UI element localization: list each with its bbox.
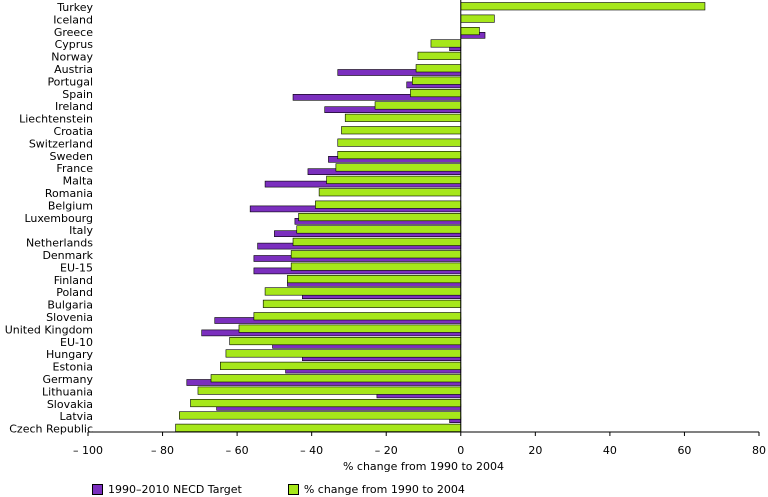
category-label: Denmark bbox=[42, 249, 93, 262]
legend-swatch-change bbox=[287, 483, 299, 495]
category-label: Finland bbox=[54, 274, 93, 287]
category-label: United Kingdom bbox=[5, 323, 93, 336]
bar-change-2 bbox=[460, 26, 480, 36]
x-tick-label: 60 bbox=[677, 444, 691, 457]
category-label: Luxembourg bbox=[24, 212, 93, 225]
bar-change-29 bbox=[220, 361, 462, 370]
x-tick-label: – 40 bbox=[300, 444, 323, 457]
category-label: Greece bbox=[54, 26, 93, 39]
category-label: Croatia bbox=[53, 125, 93, 138]
category-label: Norway bbox=[51, 51, 93, 64]
x-tick-label: 40 bbox=[603, 444, 617, 457]
x-axis-title: % change from 1990 to 2004 bbox=[343, 460, 504, 473]
category-label: Slovenia bbox=[46, 311, 93, 324]
category-label: EU-10 bbox=[60, 336, 93, 349]
x-tick-label: – 60 bbox=[226, 444, 249, 457]
category-label: Sweden bbox=[50, 150, 93, 163]
category-label: Latvia bbox=[60, 410, 94, 423]
category-label: Romania bbox=[45, 187, 93, 200]
category-label: Switzerland bbox=[29, 137, 93, 150]
legend-item-change: % change from 1990 to 2004 bbox=[287, 482, 465, 496]
bar-change-23 bbox=[264, 287, 462, 296]
category-label: Cyprus bbox=[55, 38, 94, 51]
bar-change-4 bbox=[417, 51, 462, 60]
category-label: Italy bbox=[69, 224, 93, 237]
bars-layer bbox=[175, 2, 706, 432]
category-label: Iceland bbox=[53, 13, 93, 26]
category-label: Slovakia bbox=[47, 398, 93, 411]
category-label: Portugal bbox=[47, 75, 93, 88]
category-label: Hungary bbox=[46, 348, 93, 361]
category-label: Germany bbox=[42, 373, 93, 386]
category-label: Lithuania bbox=[42, 385, 93, 398]
category-label: Ireland bbox=[55, 100, 93, 113]
category-label: Austria bbox=[54, 63, 93, 76]
x-tick-label: 80 bbox=[752, 444, 766, 457]
bar-change-17 bbox=[298, 213, 462, 222]
bar-chart: – 100 – 80 – 60 – 40 – 20 0 20 40 60 80 TurkeyIce… bbox=[5, 0, 766, 473]
bar-change-28 bbox=[225, 349, 462, 358]
bar-change-5 bbox=[415, 64, 462, 73]
bar-change-19 bbox=[292, 237, 462, 246]
bar-change-33 bbox=[179, 411, 462, 420]
legend-label-target: 1990–2010 NECD Target bbox=[108, 482, 242, 496]
bar-change-12 bbox=[337, 151, 462, 160]
legend-label-change: % change from 1990 to 2004 bbox=[303, 482, 465, 496]
category-label: Estonia bbox=[53, 361, 94, 374]
bar-change-16 bbox=[315, 200, 462, 209]
category-label: Poland bbox=[56, 286, 93, 299]
bar-change-21 bbox=[290, 262, 462, 271]
x-ticks: – 100 – 80 – 60 – 40 – 20 0 20 40 60 80 bbox=[73, 432, 766, 457]
x-tick-label: 20 bbox=[528, 444, 542, 457]
bar-change-3 bbox=[430, 39, 462, 48]
category-label: Turkey bbox=[56, 1, 93, 14]
bar-change-13 bbox=[335, 163, 462, 172]
bar-change-24 bbox=[262, 299, 462, 308]
bar-change-31 bbox=[197, 386, 462, 395]
category-label: Bulgaria bbox=[47, 299, 93, 312]
bar-change-11 bbox=[337, 138, 462, 147]
category-label: EU-15 bbox=[60, 261, 93, 274]
legend: 1990–2010 NECD Target % change from 1990… bbox=[92, 481, 511, 497]
legend-item-target: 1990–2010 NECD Target bbox=[92, 483, 242, 496]
category-label: Belgium bbox=[48, 199, 93, 212]
x-tick-label: – 80 bbox=[151, 444, 174, 457]
bar-change-10 bbox=[341, 126, 462, 135]
bar-change-26 bbox=[238, 324, 462, 333]
bar-change-20 bbox=[290, 250, 462, 259]
bar-change-25 bbox=[253, 312, 462, 321]
bar-change-30 bbox=[210, 374, 462, 383]
bar-change-7 bbox=[410, 89, 462, 98]
bar-change-15 bbox=[318, 188, 462, 197]
x-tick-label: – 100 bbox=[73, 444, 103, 457]
category-label: Spain bbox=[62, 88, 93, 101]
x-tick-label: 0 bbox=[457, 444, 464, 457]
bar-change-14 bbox=[326, 175, 462, 184]
x-tick-label: – 20 bbox=[375, 444, 398, 457]
bar-change-0 bbox=[460, 2, 706, 11]
category-label: Czech Republic bbox=[9, 423, 93, 436]
bar-change-18 bbox=[296, 225, 462, 234]
category-label: Liechtenstein bbox=[19, 113, 93, 126]
category-labels: TurkeyIcelandGreeceCyprusNorwayAustriaPo… bbox=[5, 1, 94, 436]
category-label: France bbox=[56, 162, 93, 175]
category-label: Netherlands bbox=[26, 237, 93, 250]
legend-swatch-target bbox=[92, 483, 103, 495]
bar-change-34 bbox=[175, 423, 462, 432]
bar-change-22 bbox=[287, 274, 462, 284]
bar-change-6 bbox=[412, 76, 462, 85]
bar-change-1 bbox=[460, 14, 495, 23]
bar-change-9 bbox=[344, 113, 462, 122]
bar-change-27 bbox=[229, 336, 462, 346]
bar-change-32 bbox=[190, 398, 462, 408]
category-label: Malta bbox=[63, 175, 93, 188]
bar-change-8 bbox=[374, 101, 462, 110]
